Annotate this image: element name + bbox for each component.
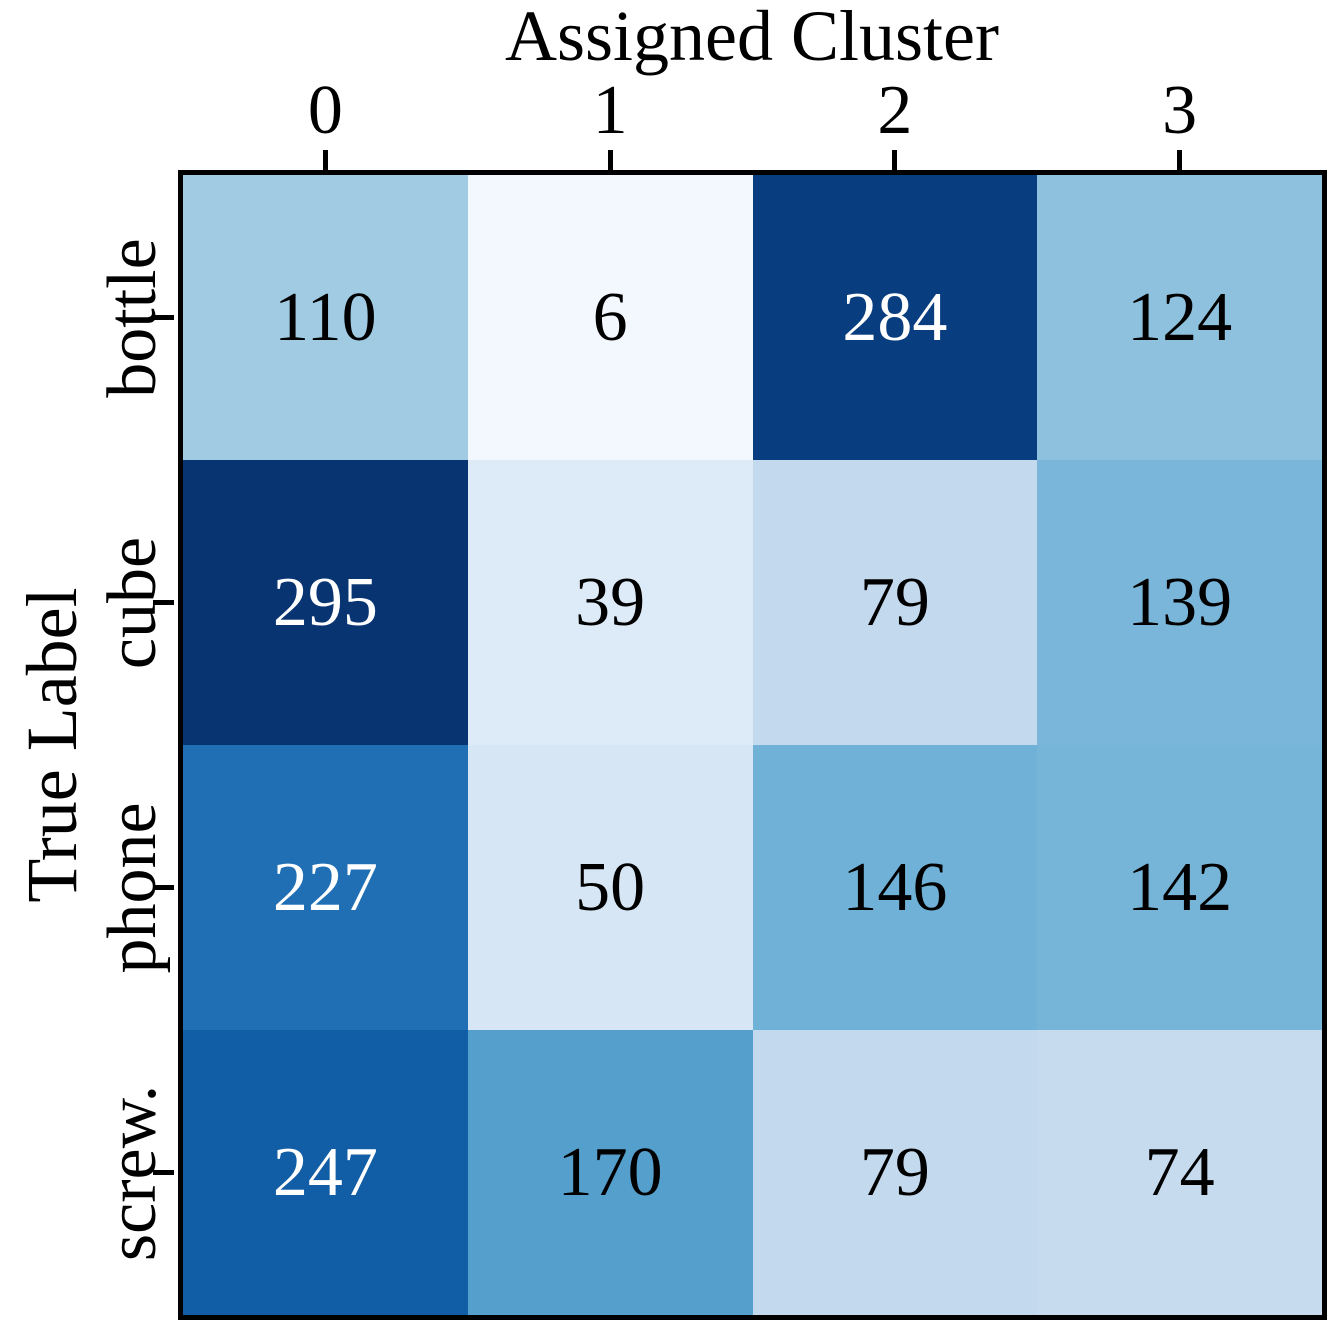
y-axis-title: True Label [12, 587, 92, 903]
heatmap-cell: 79 [752, 1030, 1038, 1315]
y-tick-mark [153, 600, 174, 605]
heatmap-cell: 146 [752, 745, 1038, 1030]
x-tick-label: 3 [1162, 72, 1198, 149]
heatmap-cell: 170 [467, 1030, 753, 1315]
heatmap-cell: 139 [1037, 460, 1322, 745]
heatmap-cell: 6 [467, 175, 753, 460]
y-tick-mark [153, 1170, 174, 1175]
heatmap-cell: 124 [1037, 175, 1322, 460]
x-tick-label: 2 [877, 72, 913, 149]
x-tick-mark [322, 150, 328, 171]
heatmap-cell: 110 [183, 175, 468, 460]
x-tick-mark [1177, 150, 1183, 171]
heatmap-cell: 74 [1037, 1030, 1322, 1315]
heatmap-cell: 79 [752, 460, 1038, 745]
x-tick-mark [607, 150, 613, 171]
x-tick-label: 1 [592, 72, 628, 149]
heatmap-cell: 50 [467, 745, 753, 1030]
heatmap-cell: 247 [183, 1030, 468, 1315]
heatmap-cell: 39 [467, 460, 753, 745]
x-axis-title: Assigned Cluster [505, 0, 999, 76]
heatmap-grid: 110 6 284 124 295 39 79 139 227 50 146 142 247 170 79 7… [178, 170, 1327, 1320]
y-tick-mark [153, 885, 174, 890]
heatmap-cell: 227 [183, 745, 468, 1030]
x-tick-mark [892, 150, 898, 171]
heatmap-cell: 284 [752, 175, 1038, 460]
x-tick-label: 0 [307, 72, 343, 149]
heatmap-cell: 142 [1037, 745, 1322, 1030]
y-tick-mark [153, 315, 174, 320]
heatmap-cell: 295 [183, 460, 468, 745]
